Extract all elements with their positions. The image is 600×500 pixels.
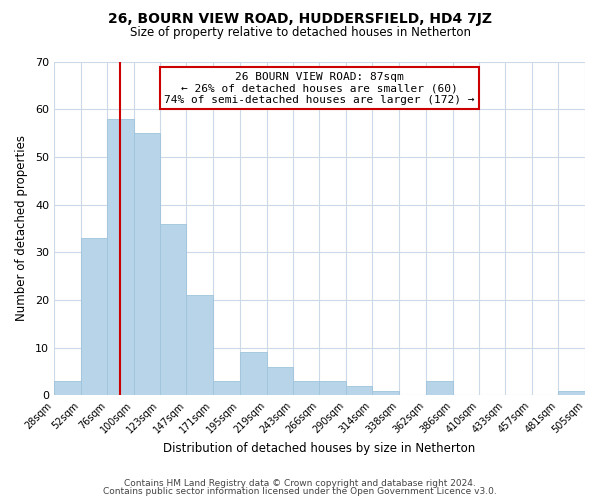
Bar	[558, 390, 585, 396]
Bar	[426, 381, 452, 396]
X-axis label: Distribution of detached houses by size in Netherton: Distribution of detached houses by size …	[163, 442, 476, 455]
Bar	[213, 381, 240, 396]
Text: Contains public sector information licensed under the Open Government Licence v3: Contains public sector information licen…	[103, 487, 497, 496]
Text: 26, BOURN VIEW ROAD, HUDDERSFIELD, HD4 7JZ: 26, BOURN VIEW ROAD, HUDDERSFIELD, HD4 7…	[108, 12, 492, 26]
Text: 26 BOURN VIEW ROAD: 87sqm
← 26% of detached houses are smaller (60)
74% of semi-: 26 BOURN VIEW ROAD: 87sqm ← 26% of detac…	[164, 72, 475, 104]
Bar	[266, 366, 293, 396]
Bar	[187, 295, 213, 396]
Bar	[134, 133, 160, 396]
Bar	[160, 224, 187, 396]
Bar	[319, 381, 346, 396]
Bar	[293, 381, 319, 396]
Bar	[240, 352, 266, 396]
Y-axis label: Number of detached properties: Number of detached properties	[15, 136, 28, 322]
Text: Contains HM Land Registry data © Crown copyright and database right 2024.: Contains HM Land Registry data © Crown c…	[124, 478, 476, 488]
Bar	[54, 381, 80, 396]
Text: Size of property relative to detached houses in Netherton: Size of property relative to detached ho…	[130, 26, 470, 39]
Bar	[346, 386, 373, 396]
Bar	[107, 118, 134, 396]
Bar	[80, 238, 107, 396]
Bar	[373, 390, 399, 396]
